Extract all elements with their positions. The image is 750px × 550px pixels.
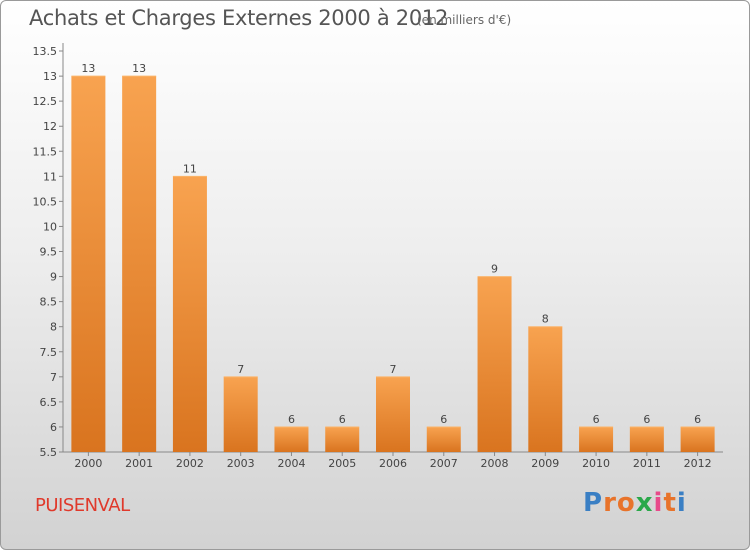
- y-tick-label: 10: [43, 220, 57, 233]
- bar: [426, 426, 461, 452]
- y-tick-label: 8.5: [40, 296, 58, 309]
- bar: [223, 376, 258, 452]
- bar-value-label: 7: [237, 363, 244, 376]
- bar-value-label: 6: [440, 413, 447, 426]
- x-tick-label: 2007: [430, 457, 458, 470]
- bar: [579, 426, 614, 452]
- x-tick-label: 2008: [481, 457, 509, 470]
- bar-value-label: 6: [288, 413, 295, 426]
- x-tick-label: 2005: [328, 457, 356, 470]
- x-tick-label: 2006: [379, 457, 407, 470]
- x-tick-label: 2003: [227, 457, 255, 470]
- bar: [629, 426, 664, 452]
- y-tick-label: 5.5: [40, 446, 58, 459]
- y-tick-label: 6: [50, 421, 57, 434]
- x-tick-label: 2009: [531, 457, 559, 470]
- logo-letter: P: [583, 488, 604, 518]
- proxiti-logo[interactable]: Proxiti: [583, 488, 687, 518]
- bar: [122, 76, 157, 452]
- y-tick-label: 7.5: [40, 346, 58, 359]
- logo-letter: o: [616, 488, 636, 518]
- bar-value-label: 9: [491, 263, 498, 276]
- y-tick-label: 11: [43, 170, 57, 183]
- y-tick-label: 7: [50, 371, 57, 384]
- bar: [274, 426, 309, 452]
- bar-value-label: 13: [81, 62, 95, 75]
- x-tick-label: 2012: [684, 457, 712, 470]
- bar-value-label: 8: [542, 313, 549, 326]
- bar-value-label: 6: [643, 413, 650, 426]
- bar-value-label: 6: [339, 413, 346, 426]
- bar: [71, 76, 106, 452]
- logo-letter: r: [603, 488, 617, 518]
- y-tick-label: 12.5: [33, 95, 58, 108]
- bar: [172, 176, 207, 452]
- x-tick-label: 2002: [176, 457, 204, 470]
- bar: [680, 426, 715, 452]
- y-tick-label: 8: [50, 321, 57, 334]
- bar-value-label: 6: [694, 413, 701, 426]
- x-tick-label: 2000: [74, 457, 102, 470]
- y-tick-label: 6.5: [40, 396, 58, 409]
- x-tick-label: 2001: [125, 457, 153, 470]
- bar: [376, 376, 410, 452]
- logo-letter: x: [635, 488, 654, 518]
- bar-value-label: 13: [132, 62, 146, 75]
- bar-value-label: 11: [183, 162, 197, 175]
- bar: [528, 326, 563, 452]
- y-tick-label: 9.5: [40, 246, 58, 259]
- x-tick-label: 2004: [277, 457, 305, 470]
- bar: [325, 426, 360, 452]
- logo-letter: t: [663, 488, 677, 518]
- y-tick-label: 9: [50, 271, 57, 284]
- bar-value-label: 7: [390, 363, 397, 376]
- y-tick-label: 13.5: [33, 45, 58, 58]
- y-tick-label: 13: [43, 70, 57, 83]
- logo-letter: i: [676, 488, 687, 518]
- bar-value-label: 6: [593, 413, 600, 426]
- bar: [477, 276, 512, 452]
- place-name: PUISENVAL: [35, 495, 130, 516]
- y-tick-label: 11.5: [33, 145, 58, 158]
- x-tick-label: 2011: [633, 457, 661, 470]
- y-tick-label: 12: [43, 120, 57, 133]
- logo-letter: i: [653, 488, 664, 518]
- chart-subtitle: (en milliers d'€): [417, 13, 512, 27]
- y-tick-label: 10.5: [33, 195, 58, 208]
- chart-title: Achats et Charges Externes 2000 à 2012: [29, 6, 449, 30]
- x-tick-label: 2010: [582, 457, 610, 470]
